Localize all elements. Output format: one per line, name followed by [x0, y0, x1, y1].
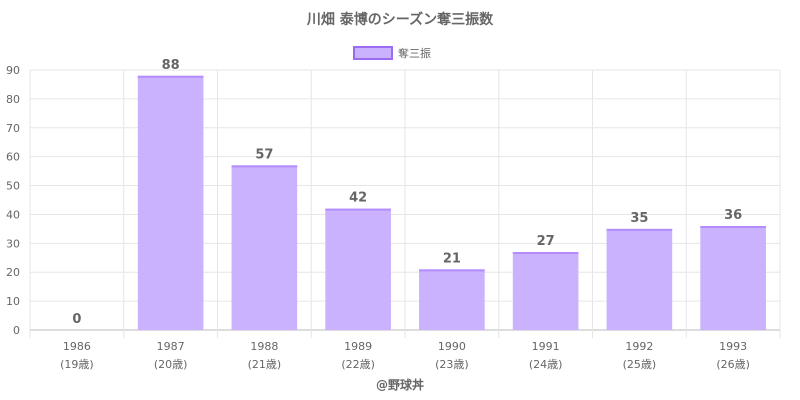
y-tick-label: 30 [6, 237, 20, 250]
x-tick-age: (20歳) [154, 358, 188, 371]
bar [325, 208, 391, 330]
x-tick-age: (24歳) [529, 358, 563, 371]
x-tick-age: (26歳) [716, 358, 750, 371]
y-tick-label: 60 [6, 151, 20, 164]
y-axis-ticks: 0 10 20 30 40 50 60 70 80 90 [6, 64, 20, 337]
x-tick-age: (22歳) [341, 358, 375, 371]
y-tick-label: 90 [6, 64, 20, 77]
data-label: 36 [724, 208, 742, 223]
bar [606, 228, 673, 330]
x-tick-year: 1992 [625, 340, 653, 353]
y-tick-label: 70 [6, 122, 20, 135]
bar [231, 165, 298, 330]
x-tick-age: (19歳) [60, 358, 94, 371]
x-tick-year: 1991 [532, 340, 560, 353]
legend-swatch [353, 46, 393, 60]
x-axis-ticks: 1986 (19歳) 1987 (20歳) 1988 (21歳) 1989 (22歳) 1990… [60, 340, 750, 371]
x-tick-age: (21歳) [248, 358, 282, 371]
bars [137, 75, 766, 331]
x-tick-year: 1987 [157, 340, 185, 353]
data-label: 21 [443, 251, 461, 266]
data-label: 0 [72, 312, 81, 327]
chart-title: 川畑 泰博のシーズン奪三振数 [306, 11, 494, 28]
data-label: 35 [630, 211, 648, 226]
data-label: 88 [162, 58, 180, 73]
data-label: 57 [255, 147, 273, 162]
data-label: 27 [537, 234, 555, 249]
x-tick-year: 1986 [63, 340, 91, 353]
y-tick-label: 10 [6, 295, 20, 308]
footer-credit: @野球丼 [376, 377, 424, 392]
bar [419, 269, 485, 330]
legend: 奪三振 [353, 46, 431, 60]
x-tick-year: 1989 [344, 340, 372, 353]
y-tick-label: 0 [13, 324, 20, 337]
value-labels: 0 88 57 42 21 27 35 36 [72, 58, 742, 327]
x-tick-year: 1990 [438, 340, 466, 353]
legend-label: 奪三振 [398, 46, 431, 60]
bar [700, 226, 766, 330]
y-tick-label: 80 [6, 93, 20, 106]
y-tick-label: 40 [6, 208, 20, 221]
x-tick-age: (23歳) [435, 358, 469, 371]
bar [137, 75, 204, 331]
y-tick-label: 50 [6, 180, 20, 193]
x-tick-year: 1988 [250, 340, 278, 353]
bar [512, 252, 579, 330]
y-tick-label: 20 [6, 266, 20, 279]
x-tick-age: (25歳) [623, 358, 657, 371]
x-tick-year: 1993 [719, 340, 747, 353]
data-label: 42 [349, 191, 367, 206]
